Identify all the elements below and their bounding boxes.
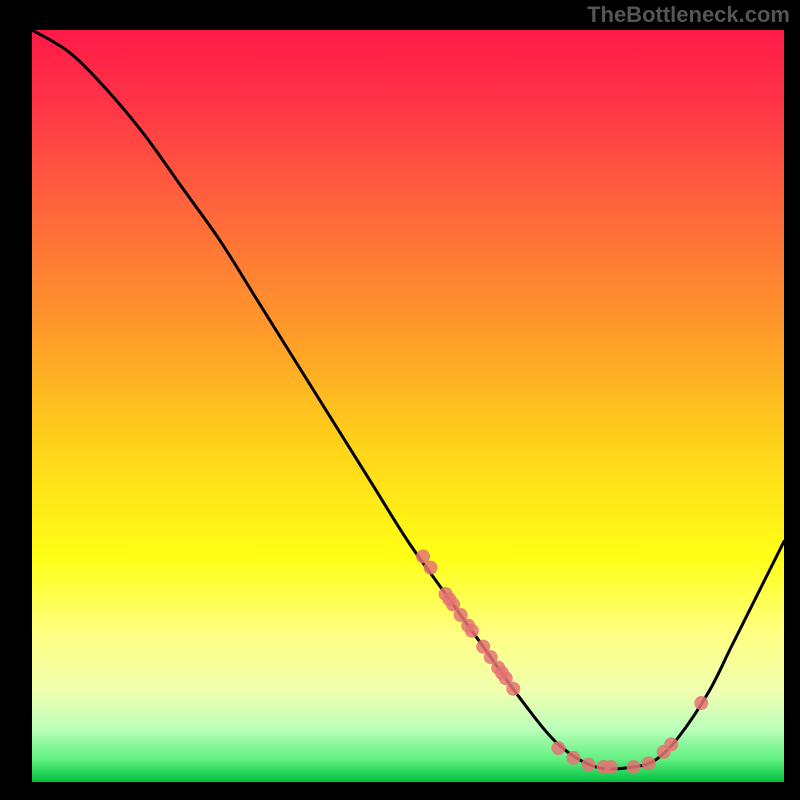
data-marker [424, 561, 438, 575]
data-marker [642, 756, 656, 770]
plot-area [32, 30, 784, 782]
marker-group [416, 549, 708, 774]
data-marker [566, 751, 580, 765]
plot-svg [32, 30, 784, 782]
bottleneck-curve [32, 30, 784, 769]
data-marker [664, 737, 678, 751]
chart-container: TheBottleneck.com [0, 0, 800, 800]
data-marker [581, 758, 595, 772]
data-marker [506, 682, 520, 696]
data-marker [465, 624, 479, 638]
data-marker [694, 696, 708, 710]
data-marker [551, 741, 565, 755]
watermark-text: TheBottleneck.com [587, 2, 790, 28]
data-marker [604, 760, 618, 774]
data-marker [627, 760, 641, 774]
